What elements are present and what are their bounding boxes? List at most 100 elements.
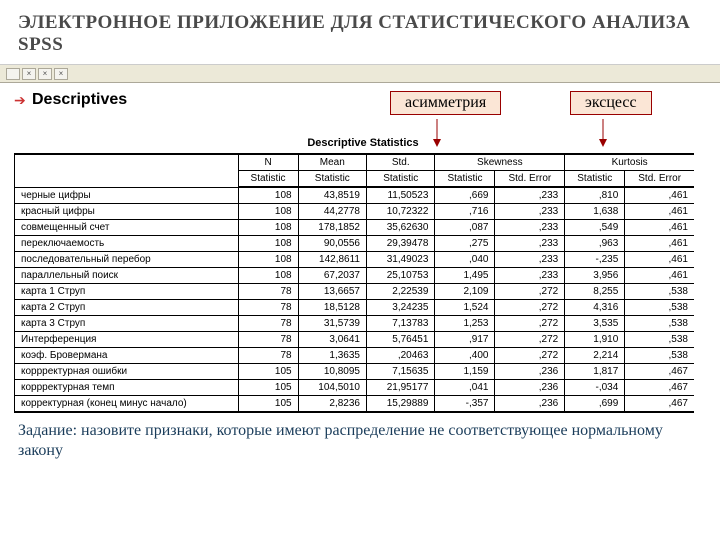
cell: ,963 bbox=[565, 236, 625, 252]
cell: 142,8611 bbox=[298, 252, 366, 268]
cell: ,233 bbox=[495, 236, 565, 252]
table-row: карта 3 Струп7831,57397,137831,253,2723,… bbox=[15, 316, 695, 332]
cell: 10,72322 bbox=[367, 204, 435, 220]
cell: ,233 bbox=[495, 204, 565, 220]
cell: 1,495 bbox=[435, 268, 495, 284]
cell: 1,910 bbox=[565, 332, 625, 348]
cell: 105 bbox=[238, 364, 298, 380]
cell: 29,39478 bbox=[367, 236, 435, 252]
cell: ,040 bbox=[435, 252, 495, 268]
row-label: переключаемость bbox=[15, 236, 239, 252]
cell: 11,50523 bbox=[367, 187, 435, 204]
row-label: параллельный поиск bbox=[15, 268, 239, 284]
cell: ,233 bbox=[495, 268, 565, 284]
cell: ,20463 bbox=[367, 348, 435, 364]
cell: 2,214 bbox=[565, 348, 625, 364]
cell: 78 bbox=[238, 348, 298, 364]
col-header: Kurtosis bbox=[565, 154, 694, 171]
cell: ,236 bbox=[495, 396, 565, 413]
table-row: переключаемость10890,055629,39478,275,23… bbox=[15, 236, 695, 252]
cell: 10,8095 bbox=[298, 364, 366, 380]
cell: ,233 bbox=[495, 252, 565, 268]
cell: ,538 bbox=[625, 332, 694, 348]
cell: 108 bbox=[238, 220, 298, 236]
row-label: черные цифры bbox=[15, 187, 239, 204]
assignment-note: Задание: назовите признаки, которые имею… bbox=[0, 413, 720, 461]
col-subheader: Statistic bbox=[565, 171, 625, 188]
col-header: Std. bbox=[367, 154, 435, 171]
cell: 2,8236 bbox=[298, 396, 366, 413]
cell: 7,13783 bbox=[367, 316, 435, 332]
cell: ,272 bbox=[495, 284, 565, 300]
cell: 7,15635 bbox=[367, 364, 435, 380]
cell: ,272 bbox=[495, 316, 565, 332]
cell: 90,0556 bbox=[298, 236, 366, 252]
cell: ,716 bbox=[435, 204, 495, 220]
cell: 31,49023 bbox=[367, 252, 435, 268]
cell: ,917 bbox=[435, 332, 495, 348]
stub-box: × bbox=[54, 68, 68, 80]
cell: 1,524 bbox=[435, 300, 495, 316]
cell: 1,3635 bbox=[298, 348, 366, 364]
cell: 15,29889 bbox=[367, 396, 435, 413]
cell: 105 bbox=[238, 380, 298, 396]
cell: ,538 bbox=[625, 284, 694, 300]
stub-box bbox=[6, 68, 20, 80]
cell: ,233 bbox=[495, 220, 565, 236]
table-row: карта 2 Струп7818,51283,242351,524,2724,… bbox=[15, 300, 695, 316]
cell: ,467 bbox=[625, 396, 694, 413]
cell: 178,1852 bbox=[298, 220, 366, 236]
cell: 1,253 bbox=[435, 316, 495, 332]
cell: ,233 bbox=[495, 187, 565, 204]
col-subheader: Std. Error bbox=[495, 171, 565, 188]
cell: 108 bbox=[238, 268, 298, 284]
cell: 44,2778 bbox=[298, 204, 366, 220]
cell: ,272 bbox=[495, 348, 565, 364]
col-header: N bbox=[238, 154, 298, 171]
cell: 67,2037 bbox=[298, 268, 366, 284]
cell: ,549 bbox=[565, 220, 625, 236]
cell: ,461 bbox=[625, 268, 694, 284]
cell: ,467 bbox=[625, 364, 694, 380]
col-subheader: Std. Error bbox=[625, 171, 694, 188]
cell: 2,22539 bbox=[367, 284, 435, 300]
stub-box: × bbox=[38, 68, 52, 80]
row-label: красный цифры bbox=[15, 204, 239, 220]
row-label: карта 1 Струп bbox=[15, 284, 239, 300]
row-label: последовательный перебор bbox=[15, 252, 239, 268]
cell: 1,159 bbox=[435, 364, 495, 380]
cell: ,669 bbox=[435, 187, 495, 204]
arrow-down-icon bbox=[432, 119, 442, 147]
cell: ,461 bbox=[625, 204, 694, 220]
descriptives-heading: Descriptives bbox=[32, 91, 127, 109]
cell: -,357 bbox=[435, 396, 495, 413]
cell: 31,5739 bbox=[298, 316, 366, 332]
table-row: совмещенный счет108178,185235,62630,087,… bbox=[15, 220, 695, 236]
cell: 104,5010 bbox=[298, 380, 366, 396]
arrow-down-icon bbox=[598, 119, 608, 147]
cell: 8,255 bbox=[565, 284, 625, 300]
cell: ,461 bbox=[625, 187, 694, 204]
cell: 108 bbox=[238, 187, 298, 204]
table-row: корректурная (конец минус начало)1052,82… bbox=[15, 396, 695, 413]
cell: 25,10753 bbox=[367, 268, 435, 284]
cell: 35,62630 bbox=[367, 220, 435, 236]
table-row: красный цифры10844,277810,72322,716,2331… bbox=[15, 204, 695, 220]
row-label: карта 2 Струп bbox=[15, 300, 239, 316]
cell: 78 bbox=[238, 316, 298, 332]
annotation-kurtosis: эксцесс bbox=[570, 91, 652, 115]
cell: ,538 bbox=[625, 316, 694, 332]
cell: ,087 bbox=[435, 220, 495, 236]
cell: ,400 bbox=[435, 348, 495, 364]
cell: 108 bbox=[238, 236, 298, 252]
col-subheader: Statistic bbox=[238, 171, 298, 188]
cell: ,538 bbox=[625, 348, 694, 364]
table-row: параллельный поиск10867,203725,107531,49… bbox=[15, 268, 695, 284]
col-header: Skewness bbox=[435, 154, 565, 171]
cell: ,275 bbox=[435, 236, 495, 252]
cell: 108 bbox=[238, 204, 298, 220]
cell: 1,817 bbox=[565, 364, 625, 380]
cell: ,236 bbox=[495, 380, 565, 396]
cell: ,461 bbox=[625, 252, 694, 268]
cell: 2,109 bbox=[435, 284, 495, 300]
